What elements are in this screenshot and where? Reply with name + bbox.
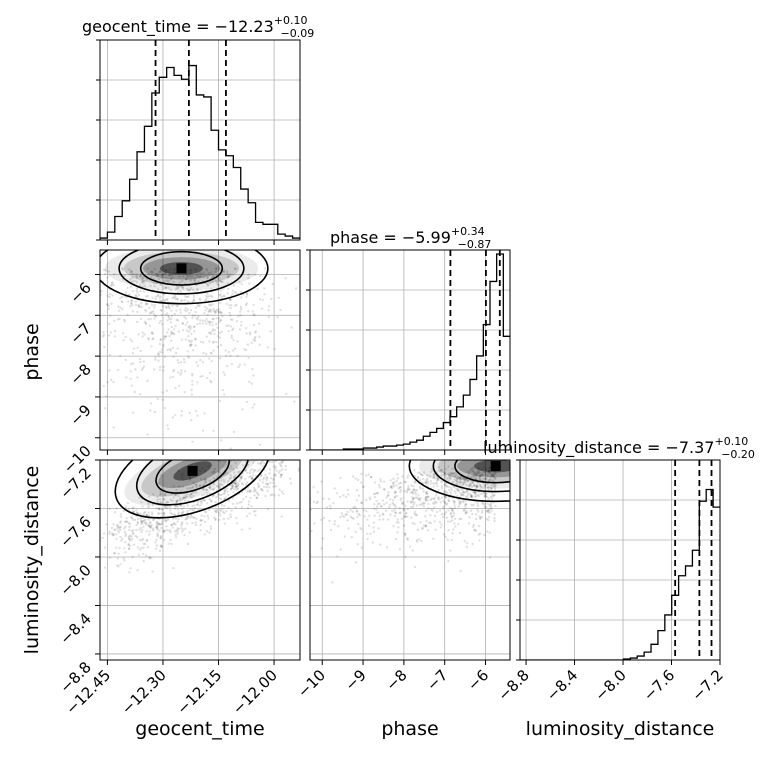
xtick-label: −12.00: [229, 666, 281, 718]
density-peak: [176, 263, 187, 274]
quantile-lines: [154, 40, 713, 660]
contour-level: [408, 460, 510, 503]
xlabel-geocent-time: geocent_time: [135, 718, 264, 740]
ytick-label: −7.6: [56, 513, 94, 551]
ytick-label: −6: [66, 279, 94, 307]
xtick-label: −7: [423, 666, 451, 694]
xtick-label: −6: [464, 666, 492, 694]
density-peak: [490, 461, 501, 472]
axis-ticks: −10−9−8−7−6−12.45 −12.30 −12.15 −12.00−8.8−…: [56, 39, 727, 718]
sample-scatter: [100, 267, 497, 584]
contour-level: [135, 460, 250, 506]
xtick-label: −12.15: [173, 666, 225, 718]
ytick-label: −7: [66, 319, 94, 347]
histogram-geocent_time: [100, 64, 300, 240]
axes-frame-1-1: [309, 249, 511, 451]
xtick-label: −8.0: [591, 666, 629, 704]
histogram-luminosity_distance: [520, 488, 720, 660]
xtick-label: −8.4: [543, 666, 581, 704]
title-geocent-time: geocent_time = −12.23+0.10 −0.09: [82, 14, 314, 40]
axes-frame-2-2: [519, 459, 721, 661]
contour-level: [114, 460, 271, 519]
axes-frame-2-1: [309, 459, 511, 661]
density-peak: [187, 465, 198, 476]
xtick-label: −8.8: [494, 666, 532, 704]
ytick-label: −7.2: [56, 464, 94, 502]
axes-frame-2-0: [99, 459, 301, 661]
ytick-label: −8.4: [56, 610, 94, 648]
axes-frames: [99, 39, 721, 661]
contour-level: [139, 250, 224, 286]
xlabel-phase: phase: [381, 718, 438, 740]
ytick-label: −8.0: [56, 561, 94, 599]
contour-level: [454, 460, 510, 484]
title-luminosity-distance: luminosity_distance = −7.37+0.10 −0.20: [483, 435, 755, 461]
xtick-label: −9: [342, 666, 370, 694]
axes-frame-1-0: [99, 249, 301, 451]
xtick-label: −8: [382, 666, 410, 694]
contour-level: [100, 250, 269, 305]
xlabel-luminosity-distance: luminosity_distance: [526, 718, 715, 740]
ylabel-luminosity-distance: luminosity_distance: [21, 466, 43, 655]
contour-level: [118, 250, 245, 295]
contour-lines: [100, 250, 510, 519]
marginal-histograms: [100, 64, 720, 660]
gridlines: [100, 40, 721, 660]
ytick-label: −9: [66, 401, 94, 429]
title-phase: phase = −5.99+0.34 −0.87: [330, 225, 491, 251]
xtick-label: −12.30: [118, 666, 170, 718]
ytick-label: −8: [66, 360, 94, 388]
ylabel-phase: phase: [21, 323, 43, 380]
xtick-label: −10: [294, 666, 329, 701]
xtick-label: −7.2: [688, 666, 726, 704]
contour-level: [432, 460, 510, 493]
axes-frame-0-0: [99, 39, 301, 241]
contour-level: [155, 460, 230, 494]
histogram-phase: [310, 253, 510, 450]
density-shading: [104, 250, 510, 506]
xtick-label: −7.6: [640, 666, 678, 704]
